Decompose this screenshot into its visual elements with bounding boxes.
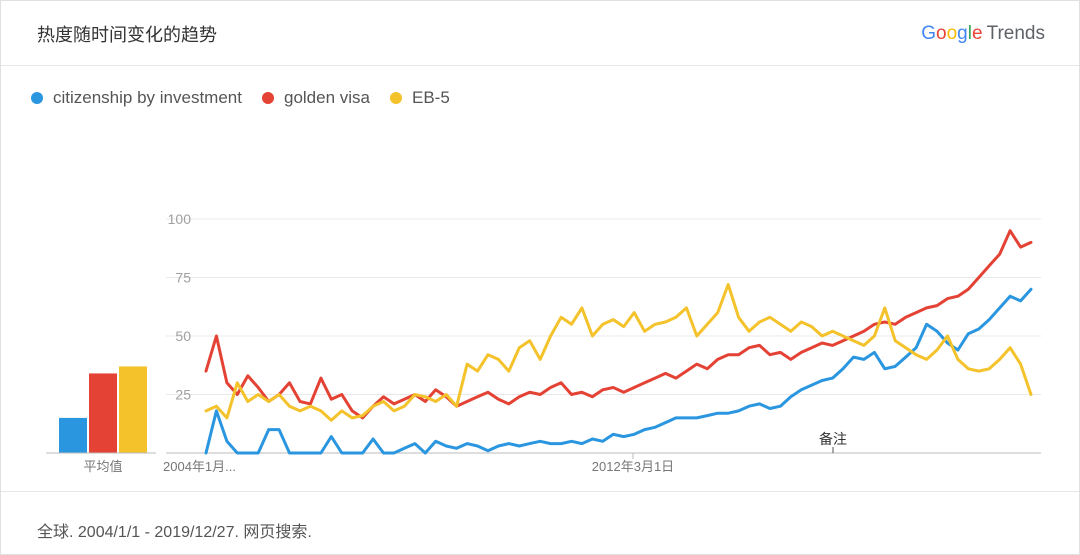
legend-label: EB-5 bbox=[412, 88, 450, 107]
chart-title: 热度随时间变化的趋势 bbox=[37, 25, 217, 45]
average-bar bbox=[89, 373, 117, 453]
series-line bbox=[204, 229, 1033, 420]
y-tick-label: 100 bbox=[168, 211, 192, 227]
google-trends-logo[interactable]: Google Trends bbox=[921, 23, 1045, 45]
x-tick-label: 2004年1月... bbox=[163, 459, 236, 474]
card-header: 热度随时间变化的趋势 Google Trends bbox=[1, 1, 1079, 66]
series-line bbox=[204, 287, 1033, 455]
card-footer: 全球. 2004/1/1 - 2019/12/27. 网页搜索. bbox=[1, 491, 1079, 555]
legend-label: golden visa bbox=[283, 88, 370, 107]
average-bar bbox=[59, 417, 87, 453]
averages-label: 平均值 bbox=[83, 459, 122, 474]
brand-google: Google bbox=[921, 23, 983, 44]
y-tick-label: 25 bbox=[175, 387, 191, 403]
note-label: 备注 bbox=[819, 431, 847, 447]
series-line bbox=[204, 283, 1033, 422]
y-tick-label: 75 bbox=[175, 270, 191, 286]
chart-legend: citizenship by investment golden visa EB-5 bbox=[31, 87, 470, 109]
brand-trends: Trends bbox=[986, 23, 1045, 44]
legend-item[interactable]: golden visa bbox=[261, 88, 370, 108]
x-tick-label: 2012年3月1日 bbox=[592, 459, 674, 474]
legend-dot-icon bbox=[390, 92, 402, 104]
legend-dot-icon bbox=[261, 92, 274, 104]
legend-item[interactable]: citizenship by investment bbox=[31, 88, 242, 108]
average-bar bbox=[119, 366, 147, 453]
y-tick-label: 50 bbox=[175, 328, 191, 344]
legend-dot-icon bbox=[31, 92, 43, 104]
legend-item[interactable]: EB-5 bbox=[390, 88, 450, 108]
trend-chart: 25 50 75 100 平均值 2004年1月... 2012年3月1日 备注 bbox=[46, 211, 1041, 474]
legend-label: citizenship by investment bbox=[53, 88, 242, 107]
footer-note: 全球. 2004/1/1 - 2019/12/27. 网页搜索. bbox=[37, 524, 312, 541]
